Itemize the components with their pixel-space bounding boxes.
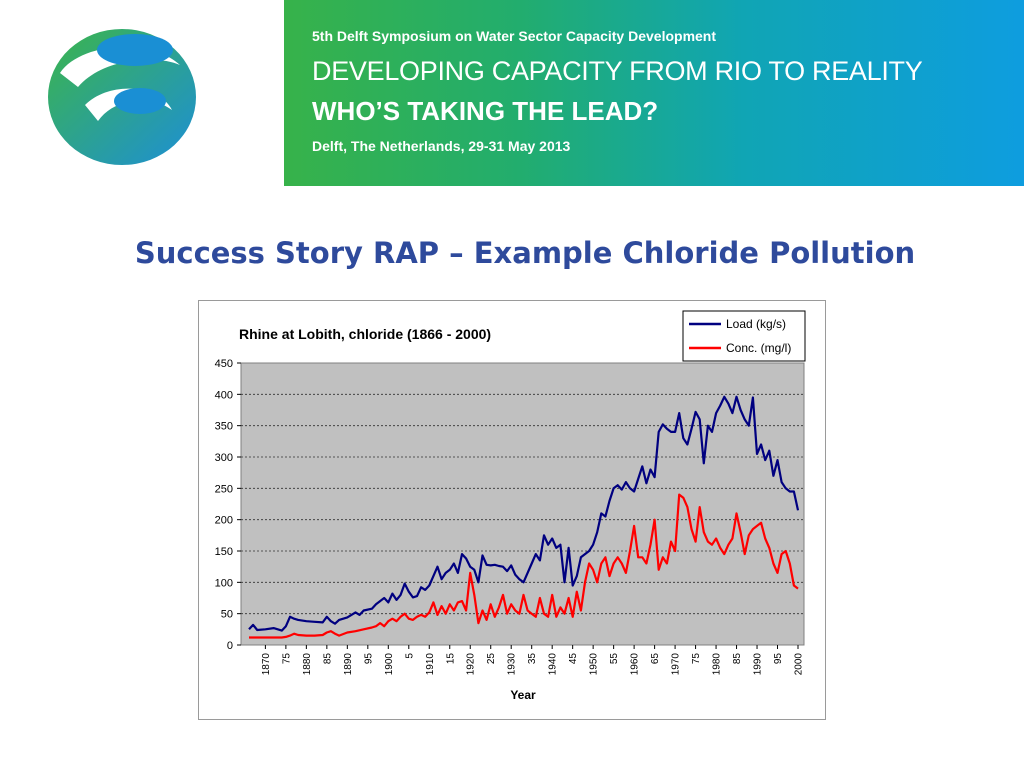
x-tick-label-1875: 75 [281,653,292,665]
x-tick-label-1940: 1940 [548,653,559,676]
y-tick-label-450: 450 [215,358,233,370]
series-lines [248,395,800,639]
y-tick-label-400: 400 [215,389,233,401]
chart-title: Rhine at Lobith, chloride (1866 - 2000) [239,326,491,342]
series-line-conc [249,493,799,639]
x-tick-label-1950: 1950 [589,653,600,676]
x-tick-label-1975: 75 [691,653,702,665]
x-tick-label-1995: 95 [773,653,784,665]
x-tick-label-1935: 35 [527,653,538,665]
x-tick-label-1945: 45 [568,653,579,665]
y-tick-label-150: 150 [215,546,233,558]
y-tick-label-100: 100 [215,577,233,589]
banner-location-date: Delft, The Netherlands, 29-31 May 2013 [312,138,571,154]
header-banner: 5th Delft Symposium on Water Sector Capa… [284,0,1024,186]
x-tick-label-1985: 85 [732,653,743,665]
x-tick-label-1925: 25 [486,653,497,665]
y-tick-label-250: 250 [215,483,233,495]
slide-title: Success Story RAP – Example Chloride Pol… [134,236,916,270]
symposium-logo-icon [48,29,196,165]
x-tick-label-1885: 85 [322,653,333,665]
x-tick-label-1955: 55 [609,653,620,665]
gridlines [241,393,804,615]
x-tick-label-1905: 5 [404,653,415,659]
y-tick-label-300: 300 [215,452,233,464]
y-axis-ticks: 0 50 100 150 200 250 300 350 400 450 [215,358,241,652]
x-tick-label-1970: 1970 [671,653,682,676]
x-tick-label-1870: 1870 [261,653,272,676]
chloride-line-chart: Rhine at Lobith, chloride (1866 - 2000) … [215,310,806,702]
legend-box [682,310,806,362]
x-tick-label-1900: 1900 [384,653,395,676]
x-tick-label-1980: 1980 [712,653,723,676]
x-tick-label-1965: 65 [650,653,661,665]
x-tick-label-1990: 1990 [753,653,764,676]
x-tick-label-1915: 15 [445,653,456,665]
y-tick-label-0: 0 [227,640,233,652]
x-axis-ticks: 1870 75 1880 85 1890 95 1900 5 1910 15 1920 25 1930 3… [261,645,805,675]
legend: Load (kg/s) Conc. (mg/l) [682,310,806,362]
x-tick-label-1895: 95 [363,653,374,665]
x-tick-label-1960: 1960 [630,653,641,676]
legend-label-load: Load (kg/s) [726,317,786,331]
x-axis-label: Year [510,688,536,702]
y-tick-label-350: 350 [215,421,233,433]
chart-container: Rhine at Lobith, chloride (1866 - 2000) … [198,300,826,720]
y-tick-label-200: 200 [215,515,233,527]
x-tick-label-1910: 1910 [425,653,436,676]
x-tick-label-2000: 2000 [794,653,805,676]
banner-subheadline: WHO’S TAKING THE LEAD? [312,96,659,126]
banner-symposium-name: 5th Delft Symposium on Water Sector Capa… [312,28,717,44]
x-tick-label-1920: 1920 [466,653,477,676]
y-tick-label-50: 50 [221,609,233,621]
series-line-load [248,395,800,632]
x-tick-label-1890: 1890 [343,653,354,676]
x-tick-label-1930: 1930 [507,653,518,676]
banner-headline: DEVELOPING CAPACITY FROM RIO TO REALITY [312,56,923,86]
legend-label-conc: Conc. (mg/l) [726,341,791,355]
x-tick-label-1880: 1880 [302,653,313,676]
